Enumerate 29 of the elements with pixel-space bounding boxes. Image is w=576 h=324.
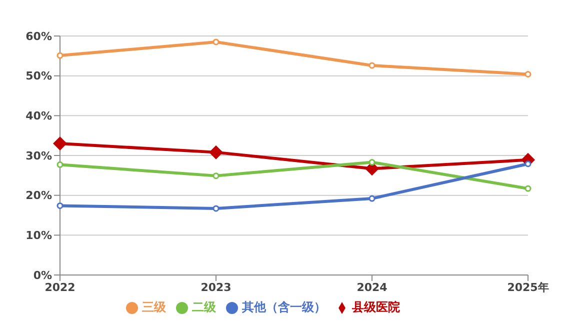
- point: [56, 161, 64, 168]
- y-tick-label: 30%: [26, 149, 52, 162]
- point: [212, 38, 220, 46]
- y-tick-label: 40%: [26, 110, 52, 123]
- legend-label: 其他（含一级）: [242, 300, 326, 314]
- x-tick-label: 2023: [200, 280, 232, 294]
- point: [56, 202, 64, 209]
- point: [212, 172, 220, 180]
- legend-label: 县级医院: [352, 300, 400, 314]
- x-tick-label: 2025年: [507, 280, 549, 294]
- legend-label: 三级: [142, 300, 166, 314]
- point: [368, 159, 376, 166]
- y-tick-label: 60%: [26, 30, 52, 43]
- point: [368, 195, 376, 202]
- y-tick-label: 50%: [26, 70, 52, 83]
- point: [524, 185, 532, 192]
- point: [212, 205, 220, 212]
- x-tick-label: 2024: [356, 280, 388, 294]
- legend-label: 二级: [192, 300, 216, 314]
- point: [368, 62, 376, 69]
- y-tick-label: 0%: [33, 268, 52, 282]
- x-tick-label: 2022: [44, 280, 76, 294]
- point: [53, 136, 67, 151]
- point: [56, 52, 64, 59]
- y-tick-label: 20%: [26, 189, 52, 202]
- point: [209, 145, 223, 160]
- y-tick-label: 10%: [26, 229, 52, 242]
- point: [524, 70, 532, 78]
- point: [524, 160, 532, 168]
